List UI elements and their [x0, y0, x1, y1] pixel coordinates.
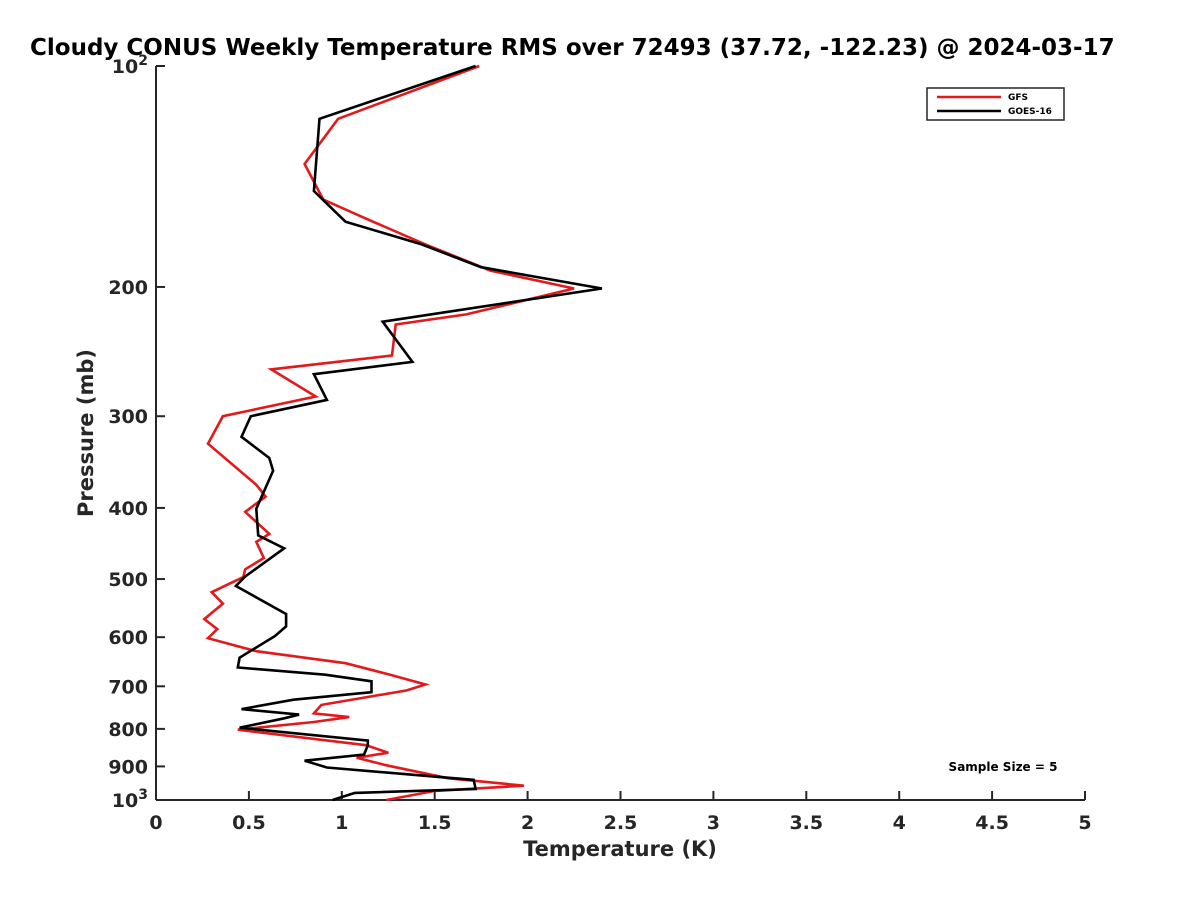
series-line-goes-16 — [233, 64, 603, 802]
legend: GFS GOES-16 — [926, 87, 1065, 121]
axes: 0 0.5 1 1.5 2 2.5 3 3.5 4 4.5 51022003004005006007… — [108, 53, 1091, 834]
legend-label: GFS — [1008, 93, 1028, 103]
legend-box — [926, 87, 1065, 121]
y-tick-label-base: 300 — [108, 406, 148, 428]
y-tick-label-base: 400 — [108, 498, 148, 520]
y-tick-label: 900 — [108, 756, 148, 778]
x-tick-label: 3.5 — [789, 812, 823, 834]
chart-title: Cloudy CONUS Weekly Temperature RMS over… — [30, 35, 1115, 61]
y-tick-label-base: 600 — [108, 627, 148, 649]
y-tick-label: 300 — [108, 406, 148, 428]
y-tick-label: 800 — [108, 719, 148, 741]
y-tick-label-base: 200 — [108, 277, 148, 299]
series-layer — [202, 64, 603, 802]
x-tick-label: 4 — [893, 812, 906, 834]
x-tick-label: 1 — [335, 812, 348, 834]
y-tick-label: 700 — [108, 676, 148, 698]
y-tick-label-base: 900 — [108, 756, 148, 778]
y-tick-label-base: 800 — [108, 719, 148, 741]
y-axis-label: Pressure (mb) — [74, 349, 98, 517]
y-tick-label-base: 500 — [108, 569, 148, 591]
sample-size-annotation: Sample Size = 5 — [949, 760, 1058, 774]
x-tick-label: 0 — [149, 812, 162, 834]
y-tick-label: 600 — [108, 627, 148, 649]
y-tick-label-base: 10 — [112, 56, 138, 78]
y-tick-label: 400 — [108, 498, 148, 520]
y-tick-label: 200 — [108, 277, 148, 299]
x-tick-label: 2.5 — [604, 812, 638, 834]
y-tick-label-base: 10 — [112, 790, 138, 812]
y-tick-label: 500 — [108, 569, 148, 591]
x-tick-label: 3 — [707, 812, 720, 834]
x-tick-label: 5 — [1078, 812, 1091, 834]
x-tick-label: 1.5 — [418, 812, 452, 834]
y-tick-label: 103 — [112, 787, 148, 812]
x-tick-label: 0.5 — [232, 812, 266, 834]
y-tick-label-exponent: 3 — [138, 787, 148, 803]
x-tick-label: 2 — [521, 812, 534, 834]
x-axis-label: Temperature (K) — [523, 837, 717, 861]
y-tick-label-exponent: 2 — [138, 53, 148, 69]
series-line-gfs — [202, 64, 575, 802]
y-tick-label: 102 — [112, 53, 148, 78]
y-tick-label-base: 700 — [108, 676, 148, 698]
legend-label: GOES-16 — [1008, 107, 1052, 117]
x-tick-label: 4.5 — [975, 812, 1009, 834]
